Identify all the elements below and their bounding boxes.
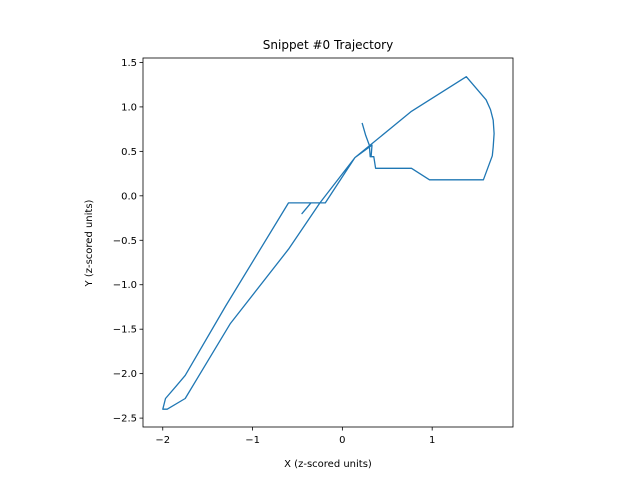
x-tick-label: 0 (339, 435, 345, 446)
y-tick-label: 0.5 (121, 147, 137, 158)
x-tick-label: −1 (245, 435, 260, 446)
chart-title: Snippet #0 Trajectory (263, 38, 393, 52)
y-tick-label: 1.5 (121, 58, 137, 69)
y-tick-label: −1.0 (113, 280, 137, 291)
y-tick-label: −2.5 (113, 414, 137, 425)
plot-frame (142, 57, 514, 428)
x-axis-label: X (z-scored units) (284, 459, 372, 470)
y-axis-label: Y (z-scored units) (84, 199, 95, 287)
x-tick-label: 1 (429, 435, 435, 446)
y-tick-label: −2.0 (113, 369, 137, 380)
y-tick-label: −0.5 (113, 236, 137, 247)
y-tick-label: 1.0 (121, 102, 137, 113)
y-tick-label: 0.0 (121, 191, 137, 202)
x-tick-label: −2 (155, 435, 170, 446)
plot-area: −2 −1 0 1 −2.5 −2.0 −1.5 −1.0 −0.5 0.0 0.5 1.0 1.5 (113, 57, 514, 446)
y-tick-label: −1.5 (113, 325, 137, 336)
trajectory-line-0 (162, 76, 495, 410)
